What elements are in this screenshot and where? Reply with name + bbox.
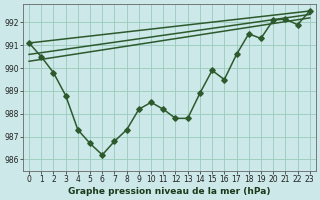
X-axis label: Graphe pression niveau de la mer (hPa): Graphe pression niveau de la mer (hPa)	[68, 187, 271, 196]
